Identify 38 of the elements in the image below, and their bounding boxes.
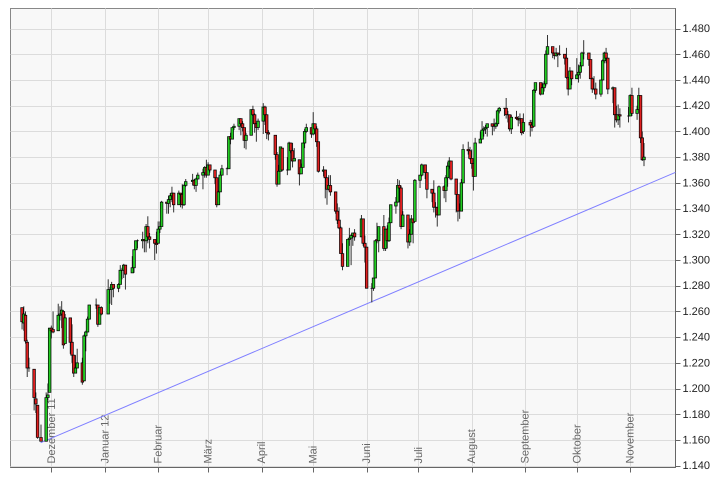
y-tick-label: 1.460 (682, 48, 710, 61)
y-tick-label: 1.380 (682, 152, 710, 164)
x-tick-label: Oktober (571, 424, 584, 464)
candlestick (510, 114, 513, 134)
candlestick (56, 303, 60, 332)
y-tick-label: 1.420 (682, 100, 710, 112)
candlestick (124, 264, 128, 290)
y-tick-label: 1.200 (682, 383, 710, 396)
x-tick-label: April (256, 441, 268, 464)
y-tick-label: 1.300 (682, 254, 710, 266)
candlestick (630, 87, 634, 116)
candlestick (420, 163, 424, 177)
y-tick-label: 1.140 (682, 460, 710, 472)
y-tick-label: 1.180 (682, 408, 710, 421)
x-tick-label: Juni (361, 443, 374, 464)
y-tick-label: 1.400 (682, 126, 710, 138)
x-tick-label: Mai (308, 446, 320, 464)
y-tick-label: 1.320 (682, 228, 710, 241)
candlestick (194, 177, 198, 192)
y-tick-label: 1.340 (682, 203, 710, 216)
y-tick-label: 1.160 (682, 434, 710, 446)
x-tick-label: Juli (412, 446, 425, 464)
y-tick-label: 1.260 (682, 306, 710, 318)
y-tick-label: 1.280 (682, 280, 710, 292)
candlestick (280, 148, 284, 172)
x-tick-label: August (466, 429, 478, 464)
y-tick-label: 1.440 (682, 74, 710, 86)
y-tick-label: 1.480 (682, 23, 710, 36)
x-tick-label: März (202, 439, 215, 464)
x-tick-label: Dezember 11 (46, 398, 58, 464)
y-tick-label: 1.240 (682, 332, 710, 344)
x-tick-label: Februar (152, 424, 165, 464)
x-tick-label: September (520, 409, 532, 464)
candlestick (618, 108, 622, 128)
y-tick-label: 1.360 (682, 177, 710, 190)
candlestick (522, 112, 526, 134)
y-tick-label: 1.220 (682, 357, 710, 370)
x-tick-label: November (624, 412, 637, 464)
